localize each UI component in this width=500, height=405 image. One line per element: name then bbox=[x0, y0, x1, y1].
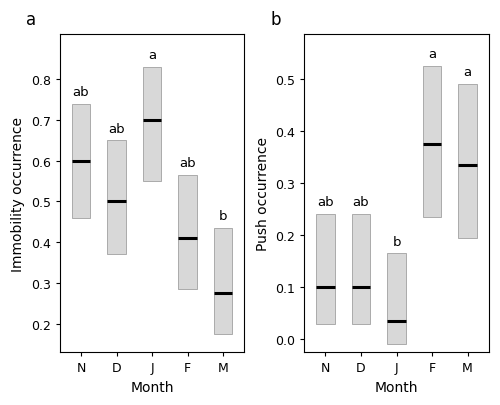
Text: a: a bbox=[26, 11, 36, 29]
Bar bbox=[352, 215, 370, 324]
Bar bbox=[143, 68, 162, 182]
X-axis label: Month: Month bbox=[130, 380, 174, 394]
Bar bbox=[423, 66, 442, 217]
Text: ab: ab bbox=[108, 122, 125, 135]
X-axis label: Month: Month bbox=[375, 380, 418, 394]
Text: b: b bbox=[271, 11, 281, 29]
Text: a: a bbox=[464, 66, 471, 79]
Bar bbox=[458, 85, 477, 238]
Text: ab: ab bbox=[72, 86, 90, 99]
Text: ab: ab bbox=[317, 196, 334, 209]
Bar bbox=[72, 104, 90, 218]
Bar bbox=[214, 228, 233, 334]
Bar bbox=[108, 141, 126, 255]
Text: b: b bbox=[219, 210, 228, 223]
Text: a: a bbox=[428, 48, 436, 61]
Bar bbox=[316, 215, 334, 324]
Y-axis label: Immobility occurrence: Immobility occurrence bbox=[11, 117, 25, 271]
Bar bbox=[178, 175, 197, 290]
Text: ab: ab bbox=[180, 157, 196, 170]
Y-axis label: Push occurrence: Push occurrence bbox=[256, 137, 270, 251]
Bar bbox=[388, 254, 406, 345]
Text: ab: ab bbox=[352, 196, 370, 209]
Text: b: b bbox=[392, 235, 401, 248]
Text: a: a bbox=[148, 49, 156, 62]
